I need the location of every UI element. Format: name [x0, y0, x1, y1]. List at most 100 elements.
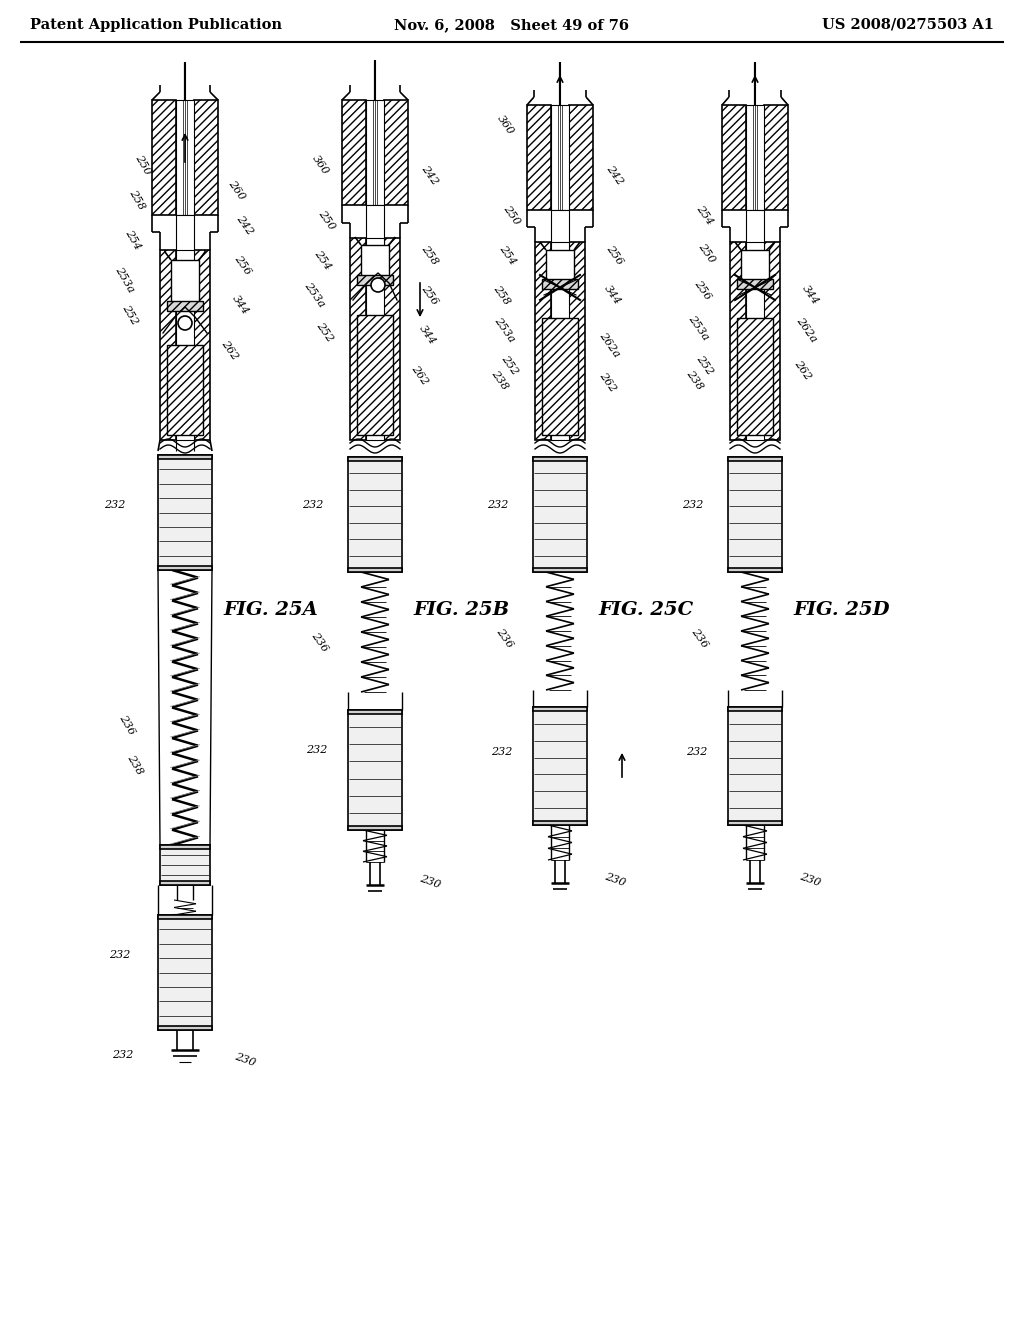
Bar — [730, 242, 746, 440]
Bar — [348, 457, 402, 572]
Text: 344: 344 — [602, 284, 623, 306]
Bar — [728, 457, 782, 461]
Bar — [158, 1026, 212, 1030]
Bar — [366, 100, 384, 205]
Bar — [551, 242, 569, 440]
Text: 252: 252 — [121, 304, 139, 327]
Bar — [728, 821, 782, 825]
Text: 256: 256 — [420, 284, 440, 306]
Text: US 2008/0275503 A1: US 2008/0275503 A1 — [822, 18, 994, 32]
Text: 344: 344 — [800, 284, 820, 306]
Bar — [534, 457, 587, 572]
Text: 360: 360 — [310, 153, 330, 177]
Bar — [194, 100, 218, 215]
Bar — [160, 249, 176, 440]
Text: 254: 254 — [694, 203, 715, 227]
Text: 262: 262 — [793, 358, 813, 381]
Bar — [160, 845, 210, 849]
Bar — [728, 457, 782, 572]
Text: 260: 260 — [226, 178, 247, 202]
Bar — [158, 915, 212, 1030]
Text: 256: 256 — [693, 279, 714, 302]
Text: 230: 230 — [603, 871, 627, 888]
Text: 232: 232 — [492, 747, 513, 756]
Bar — [764, 242, 780, 440]
Bar — [176, 100, 194, 215]
Text: FIG. 25B: FIG. 25B — [413, 601, 509, 619]
Bar — [542, 279, 578, 289]
Bar — [348, 710, 402, 830]
Text: Nov. 6, 2008   Sheet 49 of 76: Nov. 6, 2008 Sheet 49 of 76 — [394, 18, 630, 32]
Bar — [737, 279, 773, 289]
Text: 242: 242 — [605, 164, 626, 186]
Text: 242: 242 — [234, 214, 255, 236]
Bar — [361, 246, 389, 279]
Text: Patent Application Publication: Patent Application Publication — [30, 18, 282, 32]
Text: 262a: 262a — [795, 315, 819, 345]
Text: FIG. 25A: FIG. 25A — [223, 601, 317, 619]
Text: 253a: 253a — [493, 315, 517, 345]
Text: 230: 230 — [799, 871, 821, 888]
Text: 250: 250 — [316, 209, 337, 231]
Text: 252: 252 — [314, 321, 335, 343]
Text: 230: 230 — [418, 874, 441, 891]
Text: 238: 238 — [685, 368, 706, 392]
Text: 253a: 253a — [687, 314, 711, 342]
Text: 254: 254 — [498, 243, 518, 267]
Bar — [342, 100, 366, 205]
Bar — [176, 215, 194, 255]
Text: FIG. 25C: FIG. 25C — [598, 601, 693, 619]
Text: 256: 256 — [232, 253, 253, 277]
Text: 232: 232 — [682, 500, 703, 510]
Text: 253a: 253a — [114, 265, 136, 294]
Text: 232: 232 — [113, 1049, 134, 1060]
Bar — [176, 249, 194, 440]
Bar — [384, 238, 400, 440]
Text: 344: 344 — [417, 323, 437, 347]
Bar — [546, 249, 574, 282]
Text: 232: 232 — [306, 744, 328, 755]
Text: 232: 232 — [110, 950, 131, 960]
Bar — [152, 100, 176, 215]
Bar — [366, 205, 384, 246]
Bar — [534, 568, 587, 572]
Bar — [741, 249, 769, 282]
Text: 230: 230 — [233, 1052, 257, 1068]
Text: 262a: 262a — [598, 331, 623, 359]
Bar — [366, 238, 384, 440]
Bar — [569, 106, 593, 210]
Text: 238: 238 — [125, 754, 144, 776]
Text: 232: 232 — [487, 500, 509, 510]
Circle shape — [178, 315, 193, 330]
Bar — [728, 568, 782, 572]
Text: 262: 262 — [220, 338, 241, 362]
Text: 232: 232 — [686, 747, 708, 756]
Bar — [194, 249, 210, 440]
Bar — [171, 260, 199, 305]
Bar — [746, 210, 764, 249]
Text: 252: 252 — [500, 354, 520, 376]
Bar — [357, 275, 393, 285]
Bar — [764, 106, 788, 210]
Text: 236: 236 — [310, 631, 330, 653]
Bar — [551, 106, 569, 210]
Text: 344: 344 — [229, 293, 250, 317]
Text: 236: 236 — [690, 627, 711, 649]
Bar — [534, 708, 587, 825]
Bar — [158, 455, 212, 570]
Text: 238: 238 — [489, 368, 510, 392]
Text: 250: 250 — [133, 153, 153, 177]
Bar — [348, 457, 402, 461]
Bar — [348, 568, 402, 572]
Text: 250: 250 — [696, 242, 717, 264]
Bar — [527, 106, 551, 210]
Bar — [167, 301, 203, 312]
Text: 250: 250 — [502, 203, 522, 227]
Text: 253a: 253a — [303, 281, 327, 309]
Text: 252: 252 — [694, 354, 715, 376]
Text: 258: 258 — [492, 284, 512, 306]
Text: 254: 254 — [123, 228, 142, 252]
Text: 262: 262 — [598, 371, 618, 393]
Text: 236: 236 — [118, 713, 136, 737]
Bar — [350, 238, 366, 440]
